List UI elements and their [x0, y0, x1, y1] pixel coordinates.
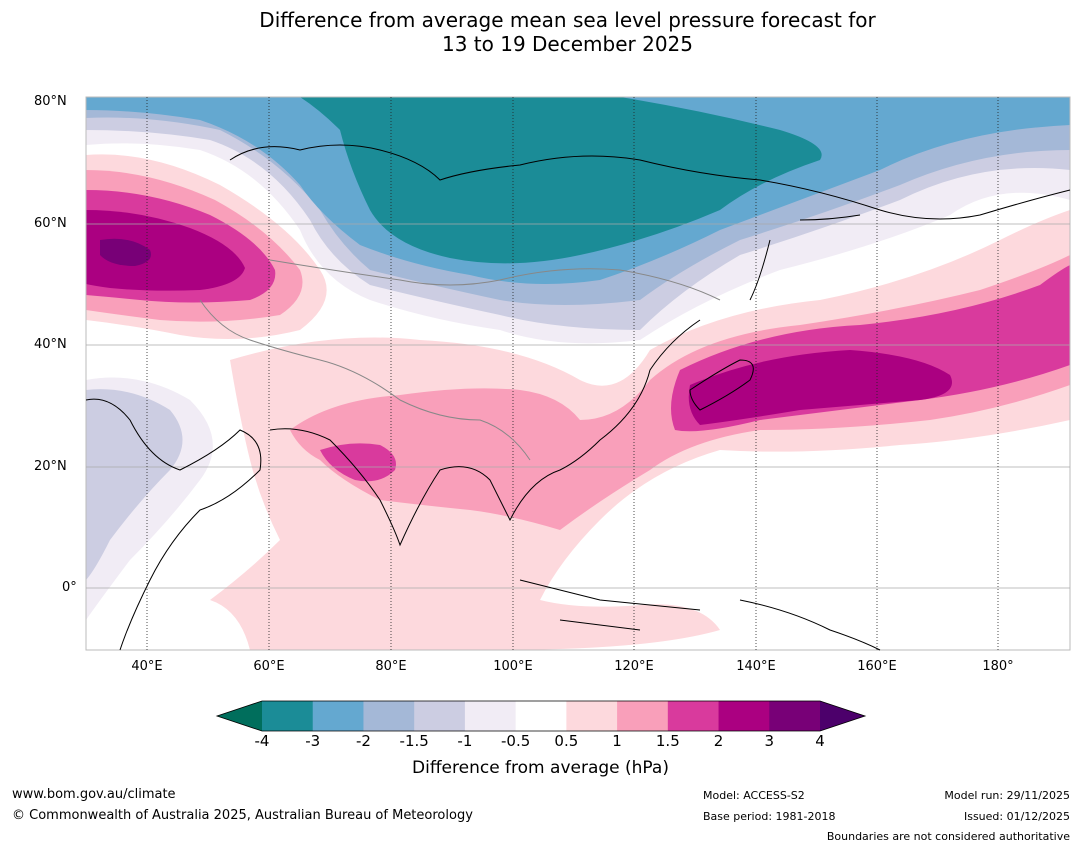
colorbar [215, 700, 867, 732]
colorbar-segment [667, 701, 720, 731]
lon-gridlines [146, 97, 999, 650]
lon-label-160e: 160°E [857, 659, 897, 674]
boundaries-disclaimer: Boundaries are not considered authoritat… [826, 830, 1070, 843]
colorbar-segment [464, 701, 517, 731]
lat-label-40n: 40°N [34, 337, 67, 352]
lon-label-60e: 60°E [253, 659, 285, 674]
base-period: Base period: 1981-2018 [703, 810, 836, 823]
issued-date: Issued: 01/12/2025 [963, 810, 1070, 823]
map-title: Difference from average mean sea level p… [0, 8, 1081, 56]
contour-pos-1_5-india [320, 443, 396, 482]
colorbar-tick-label: 3 [764, 732, 775, 750]
colorbar-segment [718, 701, 770, 731]
colorbar-outline [215, 700, 867, 732]
lat-gridlines [86, 223, 1070, 589]
colorbar-extend-low [217, 701, 262, 731]
colorbar-segment [769, 701, 821, 731]
colorbar-segment [262, 701, 314, 731]
lon-label-100e: 100°E [493, 659, 533, 674]
colorbar-tick-label: -1.5 [399, 732, 429, 750]
model-name: Model: ACCESS-S2 [703, 789, 805, 802]
lon-label-80e: 80°E [375, 659, 407, 674]
lon-label-120e: 120°E [614, 659, 654, 674]
colorbar-segment [312, 701, 364, 731]
colorbar-tick-label: -4 [254, 732, 270, 750]
colorbar-tick-label: 1.5 [655, 732, 680, 750]
coastlines [85, 144, 1071, 651]
colorbar-tick-label: -1 [457, 732, 473, 750]
colorbar-segment [617, 701, 669, 731]
lat-label-60n: 60°N [34, 216, 67, 231]
contour-pos-2-south [688, 350, 952, 425]
title-line-2: 13 to 19 December 2025 [441, 32, 693, 56]
colorbar-tick-label: 0.5 [554, 732, 579, 750]
lat-label-0: 0° [62, 580, 77, 595]
website-link[interactable]: www.bom.gov.au/climate [12, 787, 176, 802]
colorbar-tick-label: -0.5 [500, 732, 531, 750]
colorbar-segment [414, 701, 466, 731]
colorbar-tick-label: 1 [612, 732, 622, 750]
colorbar-tick-label: 4 [815, 732, 825, 750]
lon-label-180: 180° [982, 659, 1014, 674]
colorbar-tick-label: -2 [355, 732, 371, 750]
colorbar-segment [515, 701, 567, 731]
colorbar-extend-high [820, 701, 865, 731]
colorbar-segment [363, 701, 415, 731]
model-run: Model run: 29/11/2025 [944, 789, 1070, 802]
contour-pos-2-west [86, 210, 245, 291]
lon-label-140e: 140°E [736, 659, 776, 674]
lat-label-20n: 20°N [34, 459, 67, 474]
colorbar-tick-label: 2 [713, 732, 724, 750]
lon-label-40e: 40°E [131, 659, 163, 674]
colorbar-tick-label: -3 [305, 732, 321, 750]
colorbar-label: Difference from average (hPa) [412, 758, 669, 778]
lat-label-80n: 80°N [34, 94, 67, 109]
copyright-text: © Commonwealth of Australia 2025, Austra… [12, 808, 473, 823]
anomaly-field [86, 97, 1070, 650]
colorbar-segment [566, 701, 618, 731]
contour-pos-3-west [100, 238, 151, 266]
country-boundaries [199, 259, 721, 461]
contour-neg-3 [300, 97, 822, 264]
map-frame [85, 96, 1071, 651]
title-line-1: Difference from average mean sea level p… [259, 8, 876, 32]
contour-neg-arabia-core [86, 389, 183, 580]
